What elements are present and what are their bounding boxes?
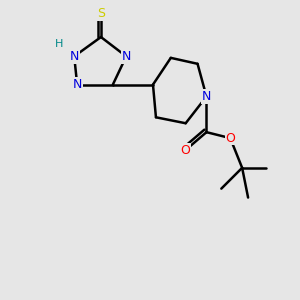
Text: N: N <box>73 78 82 91</box>
Text: N: N <box>70 50 79 63</box>
Text: O: O <box>181 143 190 157</box>
Text: O: O <box>225 132 235 145</box>
Text: N: N <box>122 50 131 63</box>
Text: H: H <box>55 40 64 50</box>
Text: N: N <box>202 90 211 103</box>
Text: S: S <box>97 7 105 20</box>
